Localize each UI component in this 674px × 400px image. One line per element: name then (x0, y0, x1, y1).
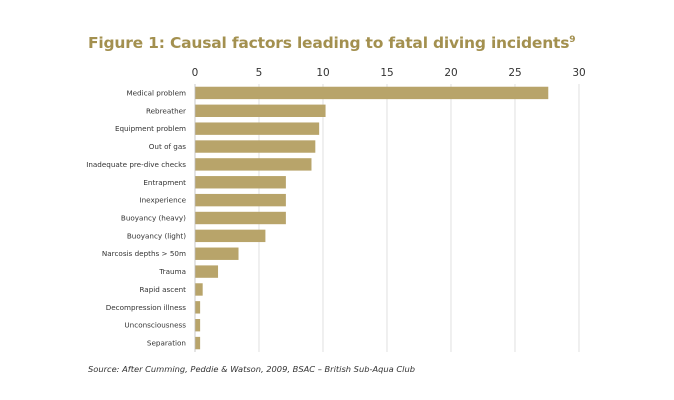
source-note: Source: After Cumming, Peddie & Watson, … (88, 364, 416, 374)
bar-separation (195, 336, 201, 350)
x-tick-label: 10 (316, 67, 329, 79)
bar-out-of-gas (195, 140, 316, 153)
category-label: Separation (147, 339, 186, 348)
bar-medical-problem (195, 86, 549, 100)
x-tick-label: 5 (256, 67, 263, 79)
bar-inadequate-pre-dive-checks (195, 158, 312, 171)
x-tick-label: 15 (380, 67, 393, 79)
bar-buoyancy-light (195, 229, 266, 243)
category-label: Equipment problem (115, 124, 186, 133)
bar-narcosis-depths-50m (195, 247, 239, 260)
category-label: Narcosis depths > 50m (102, 249, 186, 258)
chart-title-text: Figure 1: Causal factors leading to fata… (88, 34, 570, 52)
chart-title: Figure 1: Causal factors leading to fata… (88, 34, 576, 52)
x-tick-label: 0 (192, 67, 199, 79)
x-tick-label: 20 (444, 67, 457, 79)
bar-unconsciousness (195, 319, 201, 332)
category-label: Decompression illness (106, 303, 187, 312)
category-label: Unconsciousness (124, 321, 186, 330)
bar-rebreather (195, 104, 326, 117)
category-label: Buoyancy (heavy) (121, 214, 186, 223)
category-label: Entrapment (143, 178, 186, 187)
category-label: Out of gas (149, 142, 186, 151)
bar-buoyancy-heavy (195, 211, 286, 225)
bar-equipment-problem (195, 122, 320, 135)
bar-entrapment (195, 176, 286, 189)
category-label: Trauma (158, 267, 186, 276)
category-labels: Medical problem Rebreather Equipment probl… (86, 88, 186, 347)
x-tick-label: 30 (572, 67, 585, 79)
bar-rapid-ascent (195, 283, 203, 296)
x-tick-label: 25 (508, 67, 521, 79)
chart-title-footnote: 9 (569, 34, 576, 45)
bar-trauma (195, 265, 219, 278)
category-label: Inexperience (139, 196, 186, 205)
bar-inexperience (195, 193, 286, 207)
category-label: Buoyancy (light) (127, 231, 186, 240)
category-label: Inadequate pre-dive checks (86, 160, 186, 169)
bars (195, 86, 549, 350)
category-label: Rapid ascent (139, 285, 186, 294)
category-label: Medical problem (126, 88, 186, 97)
bar-decompression-illness (195, 301, 201, 314)
category-label: Rebreather (146, 106, 186, 115)
x-tick-labels: 0 5 10 15 20 25 30 (192, 67, 586, 79)
